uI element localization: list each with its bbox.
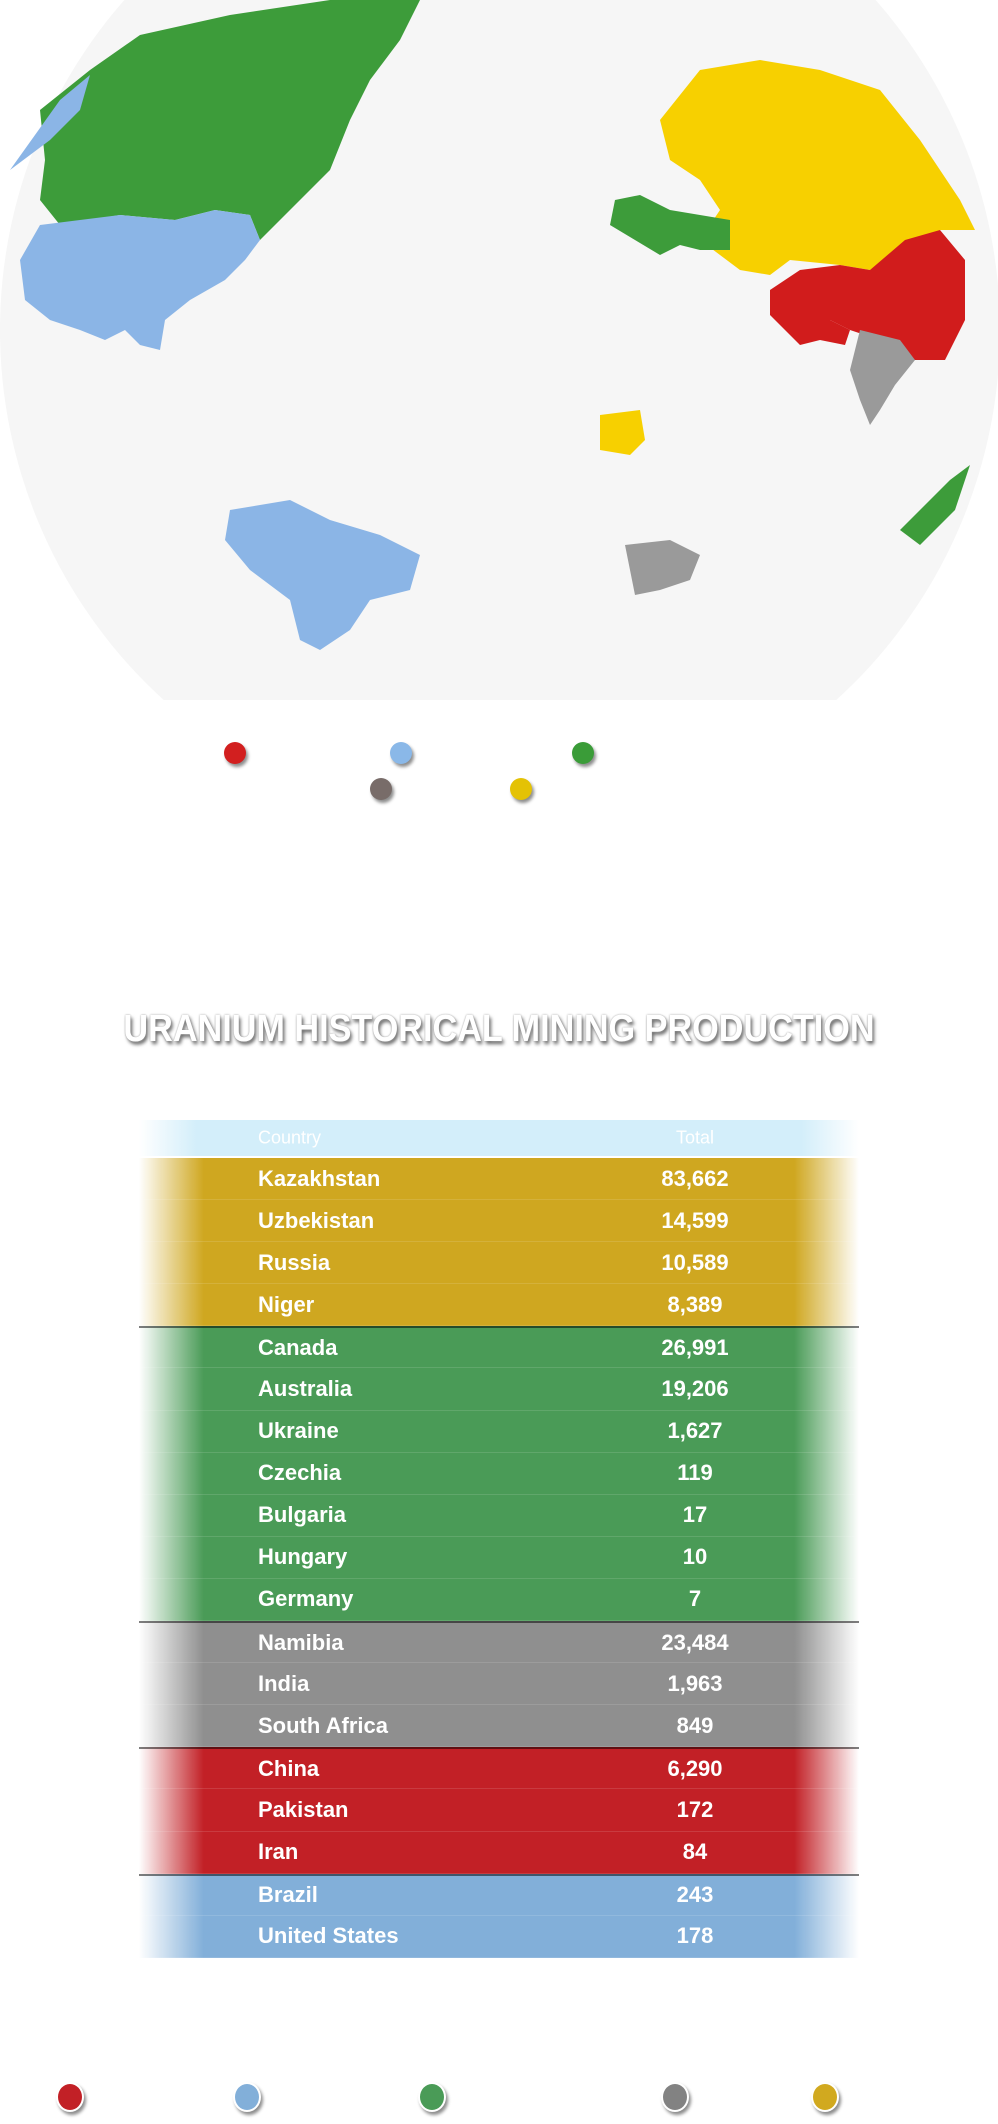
table-row: China 6,290 — [139, 1747, 859, 1790]
total-cell: 172 — [676, 1796, 714, 1822]
country-cell: India — [258, 1670, 310, 1696]
total-cell: 10,589 — [661, 1249, 729, 1275]
region-brazil — [225, 500, 420, 650]
total-cell: 26,991 — [661, 1334, 729, 1360]
bottom-dot-red — [56, 2082, 84, 2112]
legend-dot-red — [224, 742, 246, 764]
legend-dot-blue — [390, 742, 412, 764]
country-cell: Pakistan — [258, 1796, 349, 1822]
total-cell: 119 — [677, 1460, 713, 1486]
country-cell: Canada — [258, 1334, 338, 1360]
total-cell: 1,627 — [667, 1418, 723, 1444]
country-cell: Australia — [258, 1376, 353, 1402]
table-row: South Africa 849 — [139, 1705, 859, 1748]
total-cell: 849 — [676, 1712, 714, 1738]
country-cell: Iran — [258, 1839, 299, 1865]
table-row: Iran 84 — [139, 1831, 859, 1874]
region-iran-pakistan — [770, 290, 850, 345]
header-country: Country — [258, 1127, 322, 1148]
table-row: Ukraine 1,627 — [139, 1410, 859, 1453]
country-cell: Russia — [258, 1249, 331, 1275]
region-china — [770, 230, 965, 360]
total-cell: 84 — [682, 1839, 708, 1865]
country-cell: Brazil — [258, 1882, 318, 1908]
total-cell: 8,389 — [667, 1291, 723, 1317]
table-row: United States 178 — [139, 1915, 859, 1958]
page-title: URANIUM HISTORICAL MINING PRODUCTION — [123, 1008, 875, 1050]
country-cell: United States — [258, 1923, 399, 1949]
table-row: India 1,963 — [139, 1663, 859, 1706]
table-row: Bulgaria 17 — [139, 1494, 859, 1537]
total-cell: 10 — [682, 1544, 708, 1570]
country-cell: Czechia — [258, 1460, 342, 1486]
table-row: Russia 10,589 — [139, 1242, 859, 1285]
production-table: Country Total Kazakhstan 83,662 Uzbekistan… — [139, 1120, 859, 1958]
total-cell: 14,599 — [661, 1207, 729, 1233]
total-cell: 243 — [676, 1882, 714, 1908]
total-cell: 19,206 — [661, 1376, 729, 1402]
legend-dot-yellow — [510, 778, 532, 800]
total-cell: 7 — [688, 1586, 702, 1612]
table-header: Country Total — [139, 1120, 859, 1156]
country-cell: Namibia — [258, 1629, 344, 1655]
legend-dot-green — [572, 742, 594, 764]
table-row: Canada 26,991 — [139, 1326, 859, 1369]
country-cell: Germany — [258, 1586, 354, 1612]
table-row: Kazakhstan 83,662 — [139, 1158, 859, 1201]
region-canada — [40, 0, 420, 240]
table-row: Germany 7 — [139, 1578, 859, 1622]
total-cell: 83,662 — [661, 1165, 729, 1191]
table-row: Uzbekistan 14,599 — [139, 1200, 859, 1243]
region-usa — [20, 210, 260, 350]
table-row: Namibia 23,484 — [139, 1621, 859, 1664]
table-row: Hungary 10 — [139, 1536, 859, 1579]
total-cell: 1,963 — [667, 1670, 723, 1696]
total-cell: 23,484 — [661, 1629, 729, 1655]
legend-dot-gray — [370, 778, 392, 800]
world-map — [0, 0, 998, 700]
region-niger — [600, 410, 645, 455]
table-row: Pakistan 172 — [139, 1789, 859, 1832]
country-cell: Kazakhstan — [258, 1165, 381, 1191]
table-row: Brazil 243 — [139, 1873, 859, 1916]
region-australia — [900, 465, 970, 545]
table-row: Czechia 119 — [139, 1452, 859, 1495]
country-cell: Hungary — [258, 1544, 348, 1570]
country-cell: South Africa — [258, 1712, 388, 1738]
bottom-dot-blue — [233, 2082, 261, 2112]
region-europe — [610, 195, 730, 255]
bottom-dot-green — [418, 2082, 446, 2112]
country-cell: Uzbekistan — [258, 1207, 375, 1233]
country-cell: Niger — [258, 1291, 315, 1317]
country-cell: China — [258, 1755, 320, 1781]
region-southern-africa — [625, 540, 700, 595]
region-russia-kazakhstan — [660, 60, 975, 275]
total-cell: 178 — [676, 1923, 714, 1949]
total-cell: 17 — [682, 1502, 708, 1528]
table-row: Australia 19,206 — [139, 1368, 859, 1411]
header-total: Total — [675, 1127, 715, 1148]
region-india — [850, 330, 915, 425]
bottom-dot-gold — [811, 2082, 839, 2112]
table-row: Niger 8,389 — [139, 1284, 859, 1327]
total-cell: 6,290 — [667, 1755, 723, 1781]
region-alaska — [10, 75, 90, 170]
bottom-dot-gray — [661, 2082, 689, 2112]
country-cell: Bulgaria — [258, 1502, 347, 1528]
country-cell: Ukraine — [258, 1418, 339, 1444]
